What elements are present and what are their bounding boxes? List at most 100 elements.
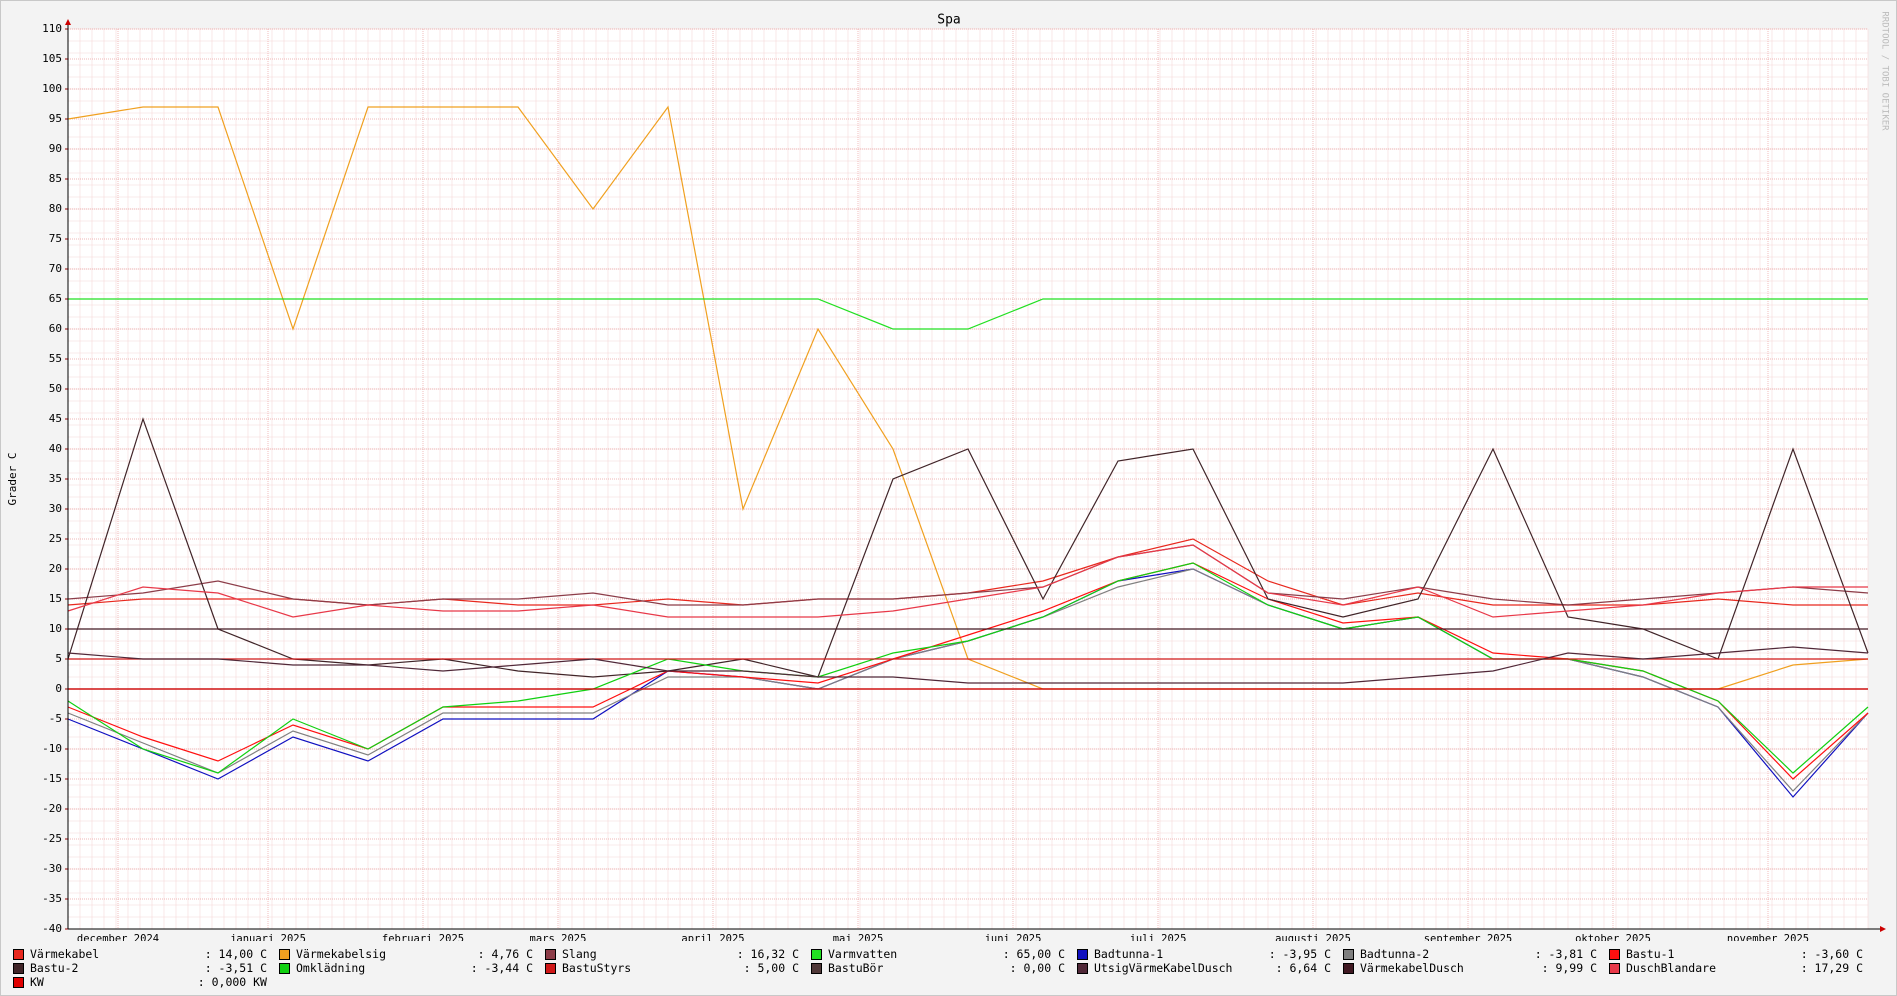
legend-swatch [545,948,556,960]
legend-entry: Värmekabel: 14,00 C [13,947,279,961]
y-tick-label: 65 [49,292,62,305]
axis-arrow [1880,926,1886,932]
series-line [67,544,1868,618]
legend-entry: Bastu-2 : -3,51 C [13,961,279,975]
legend-swatch [1077,962,1088,974]
legend-swatch [1077,948,1088,960]
legend-value: : 16,32 C [736,947,799,961]
y-tick-label: 45 [49,412,62,425]
y-tick-label: 50 [49,382,62,395]
legend-label: UtsigVärmeKabelDusch [1094,961,1233,975]
legend-label: BastuBör [828,961,884,975]
series-line [67,646,1869,684]
legend-value: : -3,95 C [1268,947,1331,961]
legend-swatch [1343,948,1354,960]
legend-value: : 0,00 C [1009,961,1065,975]
legend-swatch [811,948,822,960]
x-tick-label: september 2025 [1424,933,1513,941]
y-tick-label: 110 [42,22,62,35]
legend-swatch [279,948,290,960]
legend-value: : 4,76 C [477,947,533,961]
legend-value: : 17,29 C [1800,961,1863,975]
legend-label: DuschBlandare [1626,961,1717,975]
legend-swatch [811,962,822,974]
y-tick-label: -25 [42,832,62,845]
y-tick-label: -20 [42,802,62,815]
legend-swatch [1609,962,1620,974]
x-tick-label: oktober 2025 [1575,933,1651,941]
y-tick-label: -30 [42,862,62,875]
y-tick-label: 15 [49,592,62,605]
legend-value: : -3,81 C [1534,947,1597,961]
legend-swatch [1343,962,1354,974]
legend-entry: KW : 0,000 KW [13,975,279,989]
legend-entry: DuschBlandare : 17,29 C [1609,961,1875,975]
chart: Spa Grader C RRDTOOL / TOBI OETIKER -40 -… [6,11,1890,941]
legend-swatch [545,962,556,974]
y-tick-label: 0 [55,682,62,695]
x-tick-label: november 2025 [1727,933,1809,941]
y-tick-label: -40 [42,922,62,935]
legend-swatch [1609,948,1620,960]
legend-entry: Varmvatten: 65,00 C [811,947,1077,961]
legend-entry: Bastu-1 : -3,60 C [1609,947,1875,961]
y-tick-label: 100 [42,82,62,95]
legend-value: : -3,51 C [204,961,267,975]
legend-value: : 6,64 C [1275,961,1331,975]
legend-entry: Slang : 16,32 C [545,947,811,961]
chart-title: Spa [937,13,960,28]
legend-value: : 5,00 C [743,961,799,975]
legend-swatch [13,948,24,960]
legend-label: Omklädning [296,961,366,975]
legend-label: Värmekabelsig [296,947,387,961]
legend-value: : 14,00 C [204,947,267,961]
series-line [68,298,1868,330]
legend-label: Badtunna-1 [1094,947,1164,961]
y-tick-label: 5 [55,652,62,665]
y-tick-label: 85 [49,172,62,185]
legend-value: : -3,60 C [1800,947,1863,961]
legend-label: Slang [562,947,597,961]
legend-swatch [279,962,290,974]
y-tick-label: 10 [49,622,62,635]
y-axis-label: Grader C [6,453,19,506]
y-tick-label: 95 [49,112,62,125]
legend-entry: UtsigVärmeKabelDusch : 6,64 C [1077,961,1343,975]
legend-swatch [13,962,24,974]
x-tick-label: december 2024 [77,933,159,941]
y-tick-label: 105 [42,52,62,65]
x-tick-label: juni 2025 [985,933,1042,941]
y-tick-label: -35 [42,892,62,905]
watermark: RRDTOOL / TOBI OETIKER [1880,11,1890,131]
x-tick-label: maj 2025 [833,933,884,941]
legend-label: Varmvatten [828,947,898,961]
x-tick-label: mars 2025 [530,933,587,941]
legend-value: : 0,000 KW [197,975,267,989]
legend-label: BastuStyrs [562,961,632,975]
x-tick-label: februari 2025 [382,933,464,941]
y-tick-label: 20 [49,562,62,575]
y-tick-label: 80 [49,202,62,215]
y-tick-label: 30 [49,502,62,515]
x-tick-label: augusti 2025 [1275,933,1351,941]
x-tick-label: juli 2025 [1130,933,1187,941]
legend-entry: Omklädning : -3,44 C [279,961,545,975]
legend-label: Badtunna-2 [1360,947,1430,961]
legend-label: KW [30,975,44,989]
y-tick-label: 25 [49,532,62,545]
legend-label: Bastu-2 [30,961,79,975]
legend-entry: Badtunna-1 : -3,95 C [1077,947,1343,961]
legend-label: Bastu-1 [1626,947,1675,961]
legend-swatch [13,976,24,988]
y-tick-label: 75 [49,232,62,245]
legend-label: VärmekabelDusch [1360,961,1464,975]
y-tick-label: 60 [49,322,62,335]
y-tick-label: 55 [49,352,62,365]
y-tick-label: 35 [49,472,62,485]
axis-arrow [65,19,71,25]
legend-value: : -3,44 C [470,961,533,975]
legend-entry: BastuBör : 0,00 C [811,961,1077,975]
x-tick-label: januari 2025 [230,933,306,941]
y-tick-label: 70 [49,262,62,275]
